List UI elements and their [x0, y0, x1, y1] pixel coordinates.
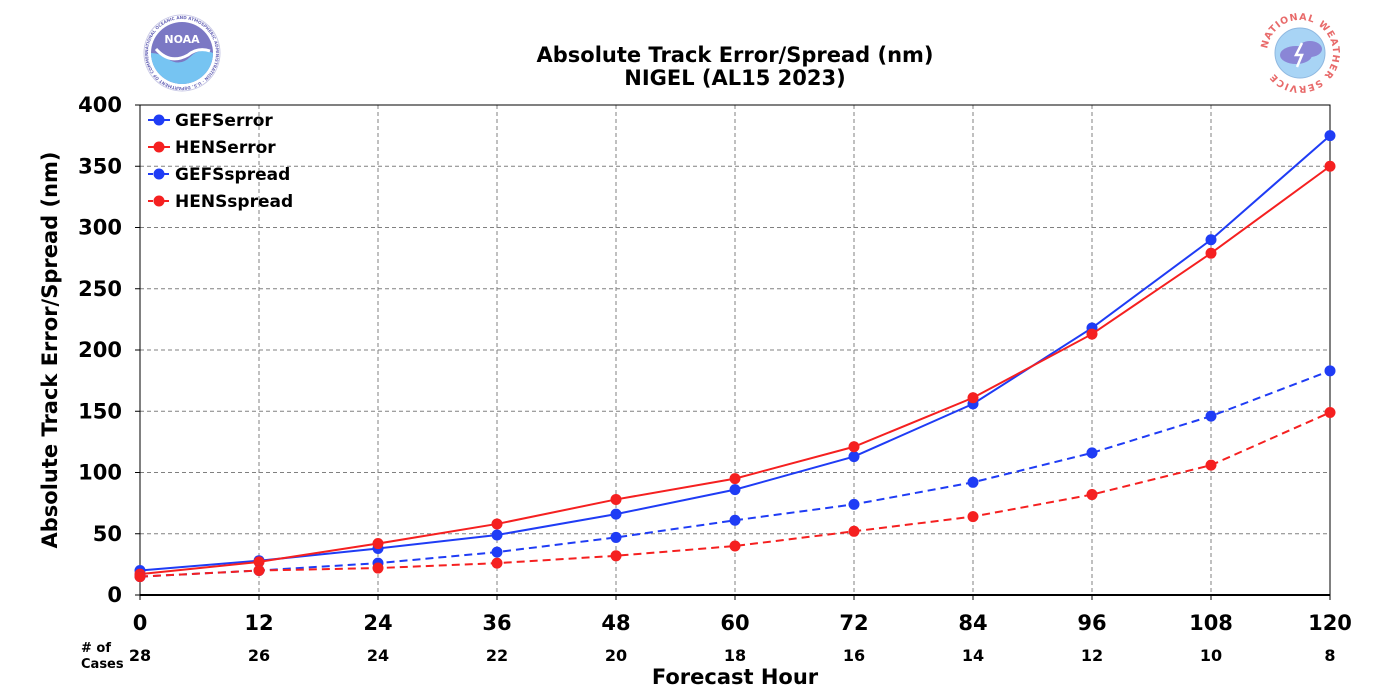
- x-tick-label: 120: [1308, 611, 1352, 635]
- x-tick-label: 84: [958, 611, 987, 635]
- data-point: [1324, 365, 1336, 377]
- case-count: 8: [1324, 646, 1335, 665]
- case-count: 14: [962, 646, 984, 665]
- data-point: [1205, 247, 1217, 259]
- data-point: [253, 565, 265, 576]
- x-tick-label: 72: [839, 611, 868, 635]
- y-tick-label: 350: [78, 154, 122, 178]
- data-point: [610, 531, 622, 543]
- y-tick-label: 150: [78, 399, 122, 423]
- y-tick-label: 300: [78, 216, 122, 240]
- case-count: 16: [843, 646, 865, 665]
- data-point: [1324, 160, 1336, 172]
- case-count: 24: [367, 646, 389, 665]
- data-point: [610, 550, 622, 562]
- x-tick-label: 24: [363, 611, 392, 635]
- case-count: 18: [724, 646, 746, 665]
- data-point: [1086, 328, 1098, 340]
- cases-row: 28 26 24 22 20 18 16 14 12 10 8: [129, 646, 1336, 665]
- y-tick-label: 250: [78, 277, 122, 301]
- legend-label: GEFSerror: [175, 111, 273, 131]
- data-point: [729, 540, 741, 552]
- data-point: [610, 493, 622, 505]
- cases-header-line1: # of: [81, 641, 111, 656]
- data-point: [1205, 234, 1217, 246]
- data-point: [848, 441, 860, 453]
- legend-marker: [153, 141, 165, 153]
- series-line: [139, 411, 1331, 578]
- x-tick-labels: 0 12 24 36 48 60 72 84 96 108 120: [133, 595, 1352, 635]
- x-tick-label: 36: [482, 611, 511, 635]
- legend-label: GEFSspread: [175, 165, 290, 185]
- legend: GEFSerror HENSerror GEFSspread HENSspread: [148, 111, 293, 212]
- x-axis-label: Forecast Hour: [652, 665, 819, 689]
- y-tick-label: 50: [93, 522, 122, 546]
- case-count: 28: [129, 646, 151, 665]
- cases-header-line2: Cases: [81, 657, 124, 672]
- data-point: [253, 556, 265, 568]
- series-HENSspread: [134, 406, 1336, 583]
- data-point: [967, 511, 979, 523]
- legend-marker: [153, 168, 165, 180]
- x-tick-label: 12: [244, 611, 273, 635]
- legend-item-GEFSerror: GEFSerror: [148, 111, 273, 131]
- data-point: [729, 514, 741, 526]
- y-tick-labels: 0 50 100 150 200 250 300 350 400: [78, 93, 140, 607]
- x-tick-label: 0: [133, 611, 148, 635]
- data-point: [729, 473, 741, 485]
- noaa-logo: NOAA NATIONAL OCEANIC AND ATMOSPHERIC AD…: [143, 14, 221, 92]
- data-point: [491, 518, 503, 530]
- noaa-logo-text: NOAA: [164, 33, 200, 46]
- y-tick-label: 0: [107, 583, 122, 607]
- data-point: [372, 562, 384, 574]
- data-point: [1324, 406, 1336, 418]
- data-point: [1205, 410, 1217, 422]
- data-point: [491, 546, 503, 558]
- chart-subtitle: NIGEL (AL15 2023): [624, 66, 845, 90]
- data-point: [729, 484, 741, 496]
- case-count: 26: [248, 646, 270, 665]
- data-point: [1086, 447, 1098, 459]
- case-count: 12: [1081, 646, 1103, 665]
- legend-marker: [153, 114, 165, 126]
- x-tick-label: 108: [1189, 611, 1233, 635]
- legend-label: HENSerror: [175, 138, 276, 158]
- data-point: [967, 392, 979, 404]
- case-count: 10: [1200, 646, 1222, 665]
- series-HENSerror: [134, 160, 1336, 580]
- x-tick-label: 48: [601, 611, 630, 635]
- legend-marker: [153, 195, 165, 207]
- x-tick-label: 96: [1077, 611, 1106, 635]
- legend-label: HENSspread: [175, 192, 293, 212]
- data-point: [372, 538, 384, 550]
- chart-title: Absolute Track Error/Spread (nm): [536, 43, 933, 67]
- y-axis-label: Absolute Track Error/Spread (nm): [38, 151, 62, 548]
- case-count: 22: [486, 646, 508, 665]
- legend-item-GEFSspread: GEFSspread: [148, 165, 290, 185]
- legend-item-HENSspread: HENSspread: [148, 192, 293, 212]
- data-point: [848, 525, 860, 537]
- legend-item-HENSerror: HENSerror: [148, 138, 276, 158]
- data-point: [134, 571, 146, 583]
- x-tick-label: 60: [720, 611, 749, 635]
- data-point: [491, 529, 503, 541]
- nws-logo: NATIONAL WEATHER SERVICE: [1259, 12, 1340, 94]
- data-point: [1205, 459, 1217, 471]
- data-point: [848, 498, 860, 510]
- y-tick-label: 200: [78, 338, 122, 362]
- y-tick-label: 400: [78, 93, 122, 117]
- y-tick-label: 100: [78, 461, 122, 485]
- data-point: [610, 508, 622, 520]
- case-count: 20: [605, 646, 627, 665]
- series-layer: [134, 130, 1336, 583]
- data-point: [491, 557, 503, 569]
- data-point: [848, 451, 860, 463]
- data-point: [967, 476, 979, 488]
- data-point: [1324, 130, 1336, 142]
- data-point: [1086, 489, 1098, 501]
